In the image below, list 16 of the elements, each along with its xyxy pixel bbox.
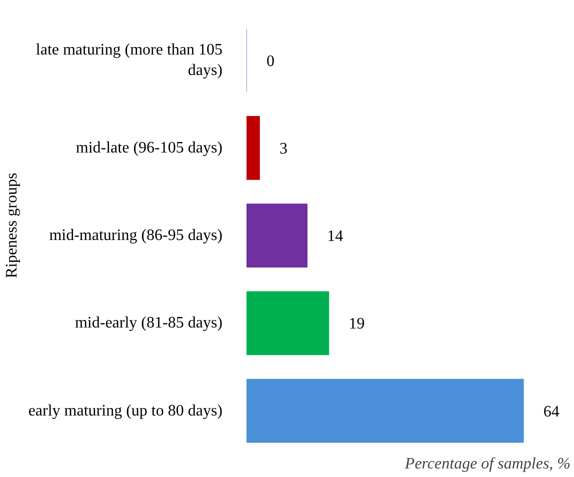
- bar: [246, 204, 308, 268]
- data-label: 3: [279, 140, 288, 158]
- data-label: 64: [543, 403, 560, 420]
- data-label: 0: [266, 52, 274, 70]
- y-tick-label: mid-maturing (86-95 days): [49, 227, 222, 244]
- data-label: 19: [348, 316, 365, 333]
- y-tick-label: late maturing (more than 105 days): [36, 42, 222, 80]
- bar: [246, 291, 330, 356]
- x-axis-title: Percentage of samples, %: [404, 456, 571, 472]
- y-tick-label: mid-late (96-105 days): [76, 139, 222, 156]
- bar: [246, 378, 524, 443]
- data-label: 14: [327, 228, 344, 246]
- y-tick-label: early maturing (up to 80 days): [28, 402, 222, 420]
- y-axis-title: Ripeness groups: [3, 172, 20, 278]
- bar: [246, 116, 260, 180]
- y-tick-label: mid-early (81-85 days): [74, 314, 223, 332]
